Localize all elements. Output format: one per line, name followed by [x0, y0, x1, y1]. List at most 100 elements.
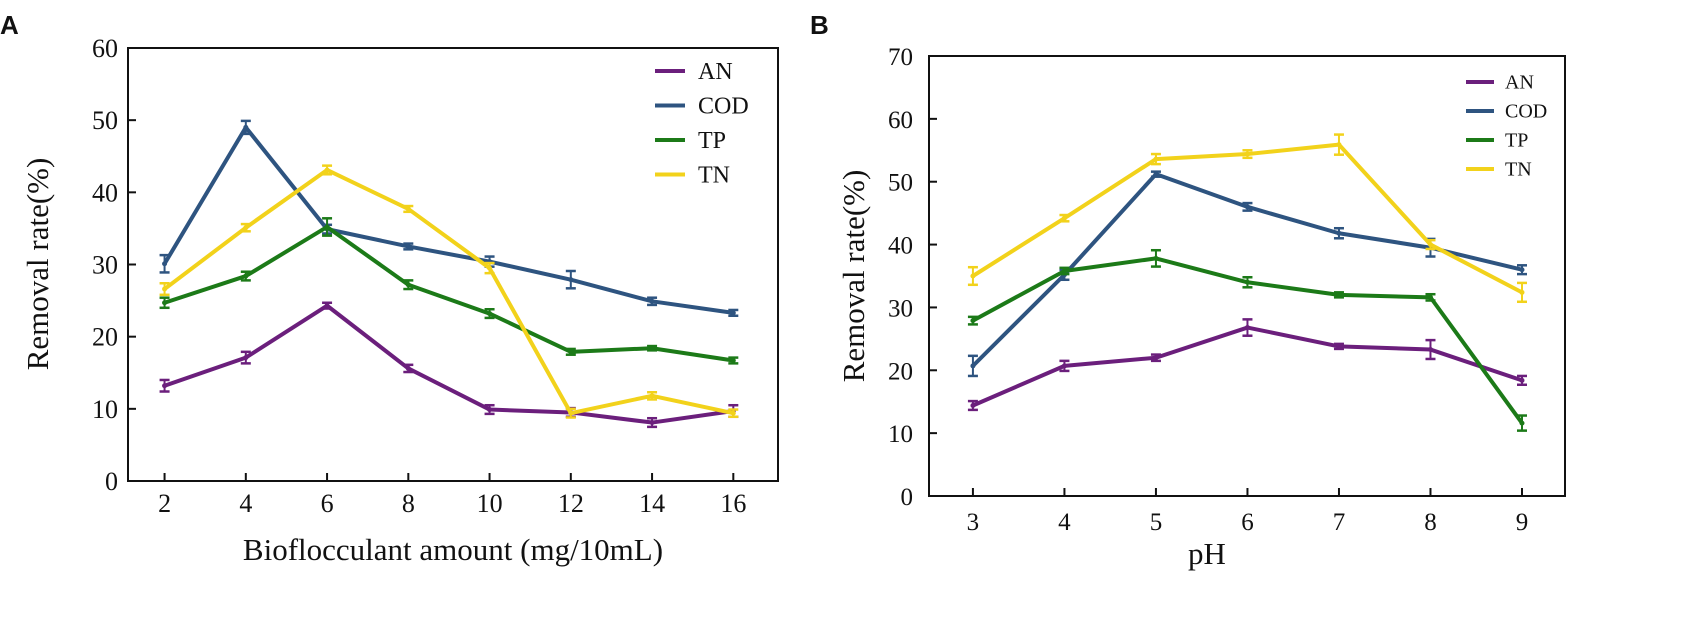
- panel-a-data-point-tp: [243, 273, 249, 279]
- panel-b-legend-label-tp: TP: [1505, 130, 1528, 152]
- panel-b-data-point-tn: [1153, 156, 1159, 162]
- panel-a-y-tick-label: 60: [92, 34, 118, 63]
- panel-b-data-point-tn: [970, 273, 976, 279]
- panel-a-data-point-tn: [568, 410, 574, 416]
- panel-a-data-point-tp: [568, 349, 574, 355]
- panel-a-x-tick-label: 2: [158, 489, 171, 518]
- panel-b-data-point-an: [970, 402, 976, 408]
- panel-b-x-tick-label: 9: [1516, 509, 1529, 536]
- panel-b-data-point-an: [1427, 347, 1433, 353]
- panel-b-y-tick-label: 20: [888, 358, 913, 385]
- panel-b-y-tick-label: 10: [888, 421, 913, 448]
- panel-a-data-point-tp: [649, 345, 655, 351]
- panel-b-data-point-tn: [1427, 242, 1433, 248]
- panel-b-legend-label-tn: TN: [1505, 159, 1532, 181]
- panel-b-y-tick-label: 60: [888, 107, 913, 134]
- panel-b-x-tick-label: 6: [1241, 509, 1254, 536]
- panel-a-x-tick-label: 4: [239, 489, 252, 518]
- panel-b-y-tick-label: 30: [888, 295, 913, 322]
- panel-a: A 2 4 6 8 10 12 14 16 0 10 20 30 40 50 60 AN COD TP TN B…: [0, 10, 779, 567]
- panel-b-data-point-tp: [970, 318, 976, 324]
- panel-b-data-point-tp: [1061, 268, 1067, 274]
- panel-a-data-point-tp: [162, 300, 168, 306]
- panel-a-data-point-an: [162, 383, 168, 389]
- panel-b-data-point-tn: [1244, 151, 1250, 157]
- panel-a-x-tick-label: 14: [639, 489, 665, 518]
- panel-a-label: A: [0, 10, 19, 40]
- panel-a-data-point-cod: [405, 243, 411, 249]
- panel-a-data-point-tp: [487, 311, 493, 317]
- panel-a-legend: AN COD TP TN: [655, 59, 749, 188]
- panel-a-data-point-cod: [568, 277, 574, 283]
- panel-b-x-tick-label: 8: [1424, 509, 1437, 536]
- panel-b-data-point-an: [1244, 325, 1250, 331]
- panel-a-y-tick-label: 0: [105, 467, 118, 496]
- panel-a-data-point-tp: [730, 357, 736, 363]
- panel-b-data-point-cod: [1519, 267, 1525, 273]
- panel-a-data-point-tn: [649, 393, 655, 399]
- panel-a-series-line-tp: [163, 224, 734, 363]
- panel-a-data-point-tn: [162, 286, 168, 292]
- panel-b-data-point-an: [1519, 377, 1525, 383]
- panel-a-y-tick-label: 10: [92, 395, 118, 424]
- panel-b-legend-label-cod: COD: [1505, 101, 1547, 123]
- panel-a-data-point-tn: [405, 206, 411, 212]
- panel-a-data-point-cod: [162, 261, 168, 267]
- panel-b-plot-frame: [928, 55, 1566, 497]
- panel-a-y-tick-label: 30: [92, 251, 118, 280]
- panel-a-plot-frame: [127, 47, 779, 482]
- panel-a-legend-label-an: AN: [698, 59, 733, 85]
- panel-b-y-ticks: 0 10 20 30 40 50 60 70: [888, 44, 937, 511]
- panel-a-x-tick-label: 12: [558, 489, 584, 518]
- panel-a-data-point-cod: [243, 124, 249, 130]
- panel-b-data-point-tp: [1244, 279, 1250, 285]
- panel-b-y-tick-label: 50: [888, 170, 913, 197]
- panel-a-y-ticks: 0 10 20 30 40 50 60: [92, 34, 136, 496]
- panel-b-x-axis-label: pH: [1188, 536, 1226, 571]
- panel-b-data-point-tn: [1061, 215, 1067, 221]
- panel-a-data-point-tn: [324, 167, 330, 173]
- panel-a-x-tick-label: 8: [402, 489, 415, 518]
- panel-a-data-point-tp: [405, 282, 411, 288]
- panel-b: B 3 4 5 6 7 8 9 0 10 20 30 40 50 60 70 AN COD TP TN pH R…: [810, 10, 1566, 571]
- panel-b-x-ticks: 3 4 5 6 7 8 9: [967, 488, 1529, 536]
- panel-a-x-tick-label: 6: [321, 489, 334, 518]
- panel-b-x-tick-label: 7: [1333, 509, 1346, 536]
- panel-a-data-point-tn: [243, 225, 249, 231]
- panel-a-data-point-an: [649, 420, 655, 426]
- panel-b-y-tick-label: 70: [888, 44, 913, 71]
- panel-b-data-point-tp: [1427, 294, 1433, 300]
- panel-b-legend-label-an: AN: [1505, 72, 1534, 94]
- panel-a-series-line-an: [163, 303, 734, 425]
- panel-b-data-point-tp: [1519, 420, 1525, 426]
- panel-a-data-point-an: [243, 355, 249, 361]
- panel-a-series-line-cod: [162, 125, 734, 315]
- panel-a-x-tick-label: 16: [720, 489, 746, 518]
- panel-a-y-tick-label: 20: [92, 323, 118, 352]
- panel-b-y-tick-label: 0: [901, 484, 914, 511]
- panel-b-data-point-an: [1336, 343, 1342, 349]
- panel-a-data-point-an: [405, 365, 411, 371]
- panel-b-data-point-tn: [1336, 142, 1342, 148]
- panel-b-data-point-cod: [1153, 171, 1159, 177]
- panel-a-x-axis-label: Bioflocculant amount (mg/10mL): [243, 532, 663, 567]
- panel-b-series-line-tn: [971, 142, 1523, 295]
- panel-b-data-point-tn: [1519, 289, 1525, 295]
- panel-b-data-point-cod: [970, 363, 976, 369]
- panel-a-x-ticks: 2 4 6 8 10 12 14 16: [158, 473, 746, 518]
- panel-b-label: B: [810, 10, 829, 40]
- panel-b-x-tick-label: 4: [1058, 509, 1071, 536]
- panel-a-legend-label-tn: TN: [698, 162, 730, 188]
- panel-a-data-point-cod: [730, 310, 736, 316]
- panel-a-data-point-tp: [324, 224, 330, 230]
- panel-a-legend-label-tp: TP: [698, 128, 726, 154]
- panel-b-series-line-an: [972, 325, 1523, 408]
- panel-b-data-point-an: [1153, 355, 1159, 361]
- panel-a-data-point-an: [324, 303, 330, 309]
- panel-a-series: [159, 119, 739, 429]
- panel-a-data-point-an: [487, 407, 493, 413]
- panel-b-data-point-tp: [1336, 292, 1342, 298]
- panel-b-legend: AN COD TP TN: [1466, 72, 1547, 181]
- panel-a-legend-label-cod: COD: [698, 93, 749, 119]
